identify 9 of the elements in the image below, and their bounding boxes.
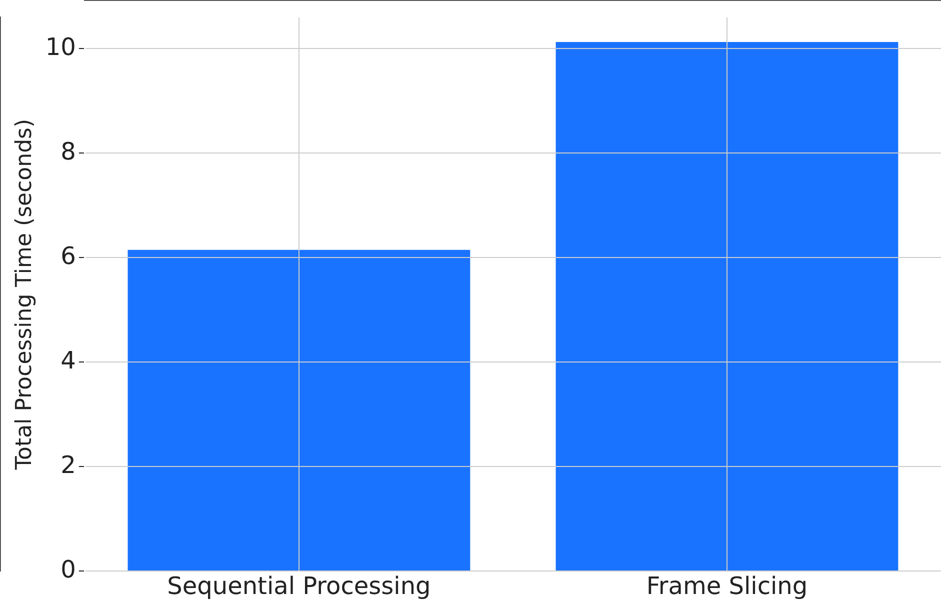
x-tick-label: Frame Slicing (646, 572, 808, 600)
y-tick-label: 2 (60, 450, 76, 479)
y-tick-label: 10 (45, 32, 76, 61)
x-tick-label: Sequential Processing (167, 572, 431, 600)
y-tick-label: 8 (60, 137, 76, 166)
y-tick-label: 4 (60, 346, 76, 374)
y-axis-title: Total Processing Time (seconds) (12, 118, 37, 471)
y-tick-label: 6 (60, 242, 76, 270)
y-tick-label: 0 (60, 555, 76, 584)
